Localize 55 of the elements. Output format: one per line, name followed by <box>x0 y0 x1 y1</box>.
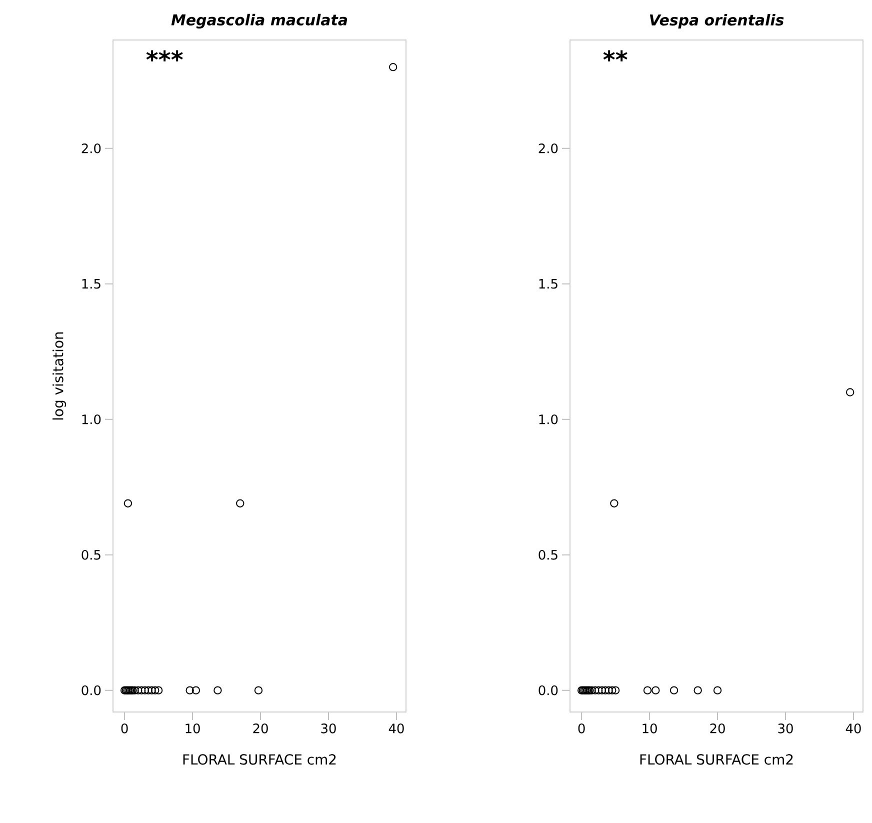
y-tick-label: 0.5 <box>538 550 558 560</box>
x-tick-label: 0 <box>121 724 128 734</box>
y-tick-label: 1.0 <box>539 414 558 424</box>
x-tick-label: 40 <box>388 724 404 734</box>
point <box>713 686 722 694</box>
point <box>388 62 398 72</box>
y-axis-title: log visitation <box>52 332 66 420</box>
x-tick-label: 30 <box>321 724 336 734</box>
point <box>134 686 142 694</box>
point <box>652 686 660 694</box>
point <box>610 499 618 508</box>
x-tick-label: 10 <box>186 724 200 734</box>
chart-title: Vespa orientalis <box>650 14 784 28</box>
point <box>151 686 160 694</box>
point <box>236 499 244 508</box>
point <box>148 686 156 694</box>
y-tick-label: 2.0 <box>82 143 101 154</box>
point <box>601 686 610 694</box>
y-tick-label: 1.5 <box>539 279 558 289</box>
point <box>846 388 854 396</box>
point <box>144 686 152 694</box>
point <box>154 686 163 694</box>
point <box>604 686 613 694</box>
x-tick-label: 20 <box>253 724 268 734</box>
x-axis-title: FLORAL SURFACE cm2 <box>183 754 336 765</box>
x-tick-label: 0 <box>578 724 585 734</box>
point <box>140 686 150 694</box>
y-tick-label: 0.0 <box>538 685 558 696</box>
point <box>608 686 616 694</box>
annotation: *** <box>146 50 183 62</box>
point <box>670 686 678 694</box>
point <box>137 686 146 694</box>
chart-title: Megascolia maculata <box>171 14 348 28</box>
point <box>594 686 603 694</box>
point <box>192 686 200 694</box>
point <box>254 686 263 694</box>
point <box>598 686 606 694</box>
y-tick-label: 1.5 <box>82 279 100 289</box>
y-tick-label: 1.0 <box>82 414 101 424</box>
x-axis-title: FLORAL SURFACE cm2 <box>640 754 793 765</box>
point <box>214 686 222 694</box>
point <box>186 686 194 694</box>
x-tick-label: 10 <box>642 724 657 734</box>
annotation: ** <box>603 50 628 62</box>
x-tick-label: 40 <box>846 724 861 734</box>
point <box>124 499 132 508</box>
y-tick-label: 2.0 <box>538 143 558 154</box>
point <box>611 686 620 694</box>
x-tick-label: 30 <box>778 724 793 734</box>
x-tick-label: 20 <box>710 724 725 734</box>
point <box>591 686 600 694</box>
y-tick-label: 0.0 <box>82 685 101 696</box>
point <box>643 686 652 694</box>
y-tick-label: 0.5 <box>82 550 100 560</box>
point <box>694 686 702 694</box>
